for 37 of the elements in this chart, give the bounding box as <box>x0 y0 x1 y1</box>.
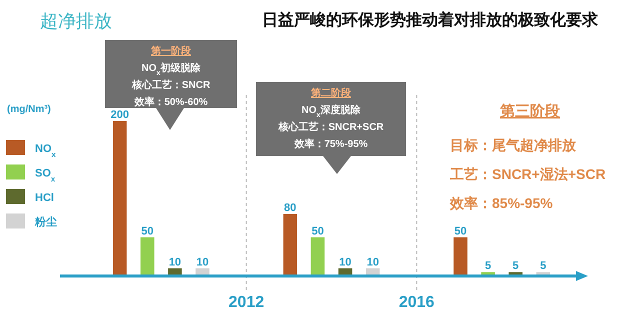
data-label: 5 <box>540 260 546 272</box>
data-label: 80 <box>284 202 296 214</box>
legend-label: NO$_{x}$ <box>35 143 56 158</box>
data-label: 50 <box>141 225 154 238</box>
text: NO$_{x}$深度脱除 <box>302 104 362 118</box>
bar <box>140 237 154 276</box>
data-label: 5 <box>512 260 519 272</box>
chart-subtitle: 超净排放 <box>40 11 112 31</box>
annotation: 核心工艺：SNCR+SCR <box>277 121 384 133</box>
annotation: 工艺：SNCR+湿法+SCR <box>449 166 606 182</box>
data-label: 10 <box>196 256 209 268</box>
data-label: 200 <box>110 109 130 121</box>
text: 第一阶段 <box>150 45 192 57</box>
data-label: 10 <box>339 256 352 268</box>
legend-label: HCl <box>35 192 54 204</box>
text: 2012 <box>228 294 264 311</box>
text: 2016 <box>398 294 435 311</box>
data-label: 50 <box>312 225 324 238</box>
y-axis-title: (mg/Nm³) <box>7 104 51 115</box>
bar <box>112 121 127 276</box>
data-label: 5 <box>484 260 492 272</box>
text: 第二阶段 <box>310 87 352 99</box>
text: NO$_{x}$初级脱除 <box>142 62 202 76</box>
annotation: 效率：75%-95% <box>293 138 368 150</box>
chart-title: 日益严峻的环保形势推动着对排放的极致化要求 <box>262 10 599 29</box>
bar <box>310 237 325 276</box>
data-label: 10 <box>366 256 379 268</box>
text: 核心工艺：SNCR <box>130 79 211 91</box>
bar <box>454 237 468 276</box>
data-label: 10 <box>168 256 182 268</box>
annotation: 效率：85%-95% <box>449 195 554 211</box>
bar <box>283 214 298 276</box>
legend-label: 粉尘 <box>34 216 57 228</box>
data-label: 50 <box>454 225 467 238</box>
annotation: 目标：尾气超净排放 <box>450 137 577 153</box>
text: 效率：50%-60% <box>133 96 208 108</box>
legend-label: SO$_{x}$ <box>35 168 56 183</box>
